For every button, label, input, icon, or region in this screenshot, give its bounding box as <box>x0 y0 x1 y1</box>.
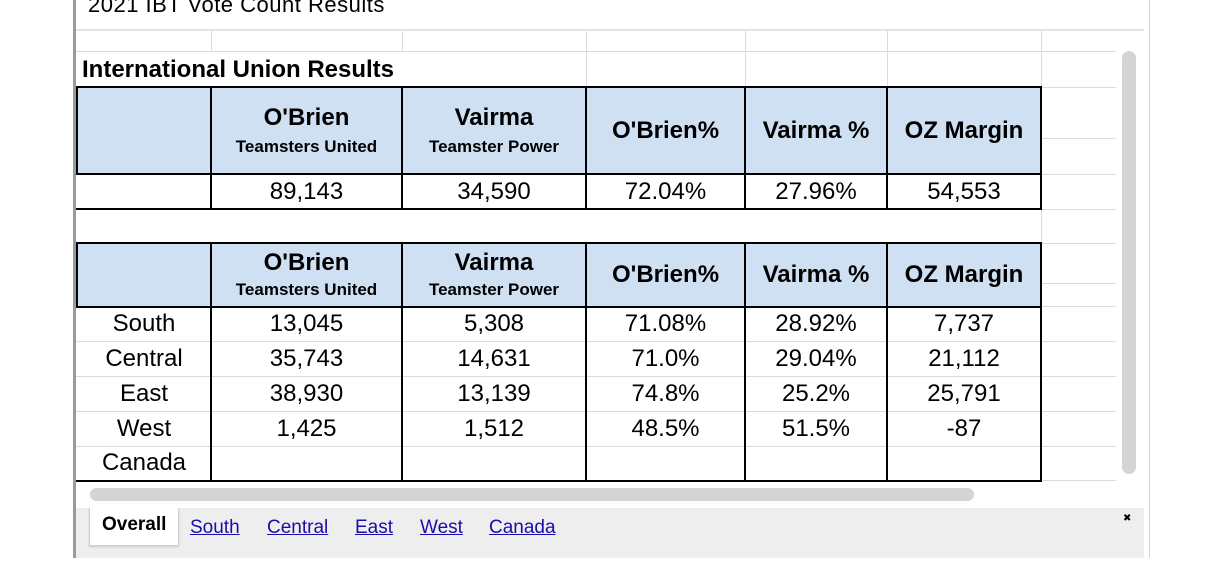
header-obrien-pct-cell[interactable]: O'Brien% <box>585 86 746 175</box>
totals-obrien-pct-cell[interactable]: 72.04% <box>585 173 746 210</box>
tab-canada[interactable]: Canada <box>489 517 556 538</box>
gridline <box>1041 306 1116 307</box>
totals-margin-cell[interactable]: 54,553 <box>886 173 1042 210</box>
gridline <box>745 31 746 87</box>
region-vairma-cell[interactable]: 14,631 <box>401 341 587 377</box>
tab-west[interactable]: West <box>420 517 463 538</box>
region-name-cell[interactable]: Central <box>105 345 183 372</box>
region-obrien-pct-cell[interactable]: 71.0% <box>585 341 746 377</box>
gridline <box>1041 283 1116 284</box>
region-name-cell[interactable]: South <box>112 310 176 337</box>
gridline <box>402 31 403 52</box>
header-label: Vairma % <box>762 261 870 288</box>
header-blank-cell[interactable] <box>76 242 212 308</box>
region-obrien-cell[interactable]: 38,930 <box>210 376 403 412</box>
tab-east[interactable]: East <box>355 517 394 538</box>
header-label: Vairma % <box>762 116 870 144</box>
region-vairma-pct-cell[interactable]: 25.2% <box>744 376 888 412</box>
header-label: O'Brien% <box>611 116 720 144</box>
slate-name: Teamster Power <box>428 280 560 299</box>
header-obrien-pct-cell[interactable]: O'Brien% <box>585 242 746 308</box>
header-blank-cell[interactable] <box>76 86 212 175</box>
slate-name: Teamsters United <box>235 136 378 156</box>
header-vairma-pct-cell[interactable]: Vairma % <box>744 86 888 175</box>
region-name-cell[interactable]: Canada <box>76 446 212 482</box>
header-label: OZ Margin <box>904 116 1024 144</box>
region-obrien-cell[interactable]: 13,045 <box>210 306 403 342</box>
header-vairma-cell[interactable]: Vairma Teamster Power <box>401 86 587 175</box>
tab-south[interactable]: South <box>190 517 240 538</box>
slate-name: Teamster Power <box>428 136 560 156</box>
region-margin-cell[interactable]: 25,791 <box>886 376 1042 412</box>
region-obrien-cell[interactable]: 35,743 <box>210 341 403 377</box>
region-obrien-pct-cell[interactable]: 71.08% <box>585 306 746 342</box>
gridline <box>586 31 587 87</box>
region-vairma-pct-cell[interactable]: 29.04% <box>744 341 888 377</box>
slate-name: Teamsters United <box>235 280 378 299</box>
candidate-name: O'Brien <box>263 249 350 276</box>
gridline <box>1041 138 1116 139</box>
region-vairma-pct-cell[interactable]: 28.92% <box>744 306 888 342</box>
sheet-title: 2021 IBT Vote Count Results <box>88 0 385 17</box>
candidate-name: Vairma <box>454 249 534 276</box>
region-name-cell[interactable]: East <box>119 380 169 407</box>
region-obrien-pct-cell[interactable]: 48.5% <box>585 411 746 447</box>
region-vairma-pct-cell[interactable]: 51.5% <box>744 411 888 447</box>
header-label: OZ Margin <box>904 261 1024 288</box>
header-margin-cell[interactable]: OZ Margin <box>886 86 1042 175</box>
region-vairma-cell[interactable] <box>401 446 587 482</box>
gridline <box>76 446 1116 447</box>
region-margin-cell[interactable] <box>886 446 1042 482</box>
candidate-name: Vairma <box>454 103 534 131</box>
region-obrien-pct-cell[interactable]: 74.8% <box>585 376 746 412</box>
tab-overall[interactable]: Overall <box>89 508 180 546</box>
region-vairma-cell[interactable]: 5,308 <box>401 306 587 342</box>
spreadsheet-grid: International Union Results O'Brien Team… <box>76 31 1116 483</box>
header-obrien-cell[interactable]: O'Brien Teamsters United <box>210 86 403 175</box>
region-margin-cell[interactable]: -87 <box>886 411 1042 447</box>
region-margin-cell[interactable]: 7,737 <box>886 306 1042 342</box>
header-label: O'Brien% <box>611 261 720 288</box>
gridline <box>76 51 1116 52</box>
gridline <box>1041 174 1116 175</box>
totals-obrien-cell[interactable]: 89,143 <box>210 173 403 210</box>
totals-vairma-cell[interactable]: 34,590 <box>401 173 587 210</box>
candidate-name: O'Brien <box>263 103 350 131</box>
gridline <box>211 31 212 52</box>
header-vairma-pct-cell[interactable]: Vairma % <box>744 242 888 308</box>
sheet-tab-bar: Overall South Central East West Canada <box>76 508 1144 558</box>
region-vairma-pct-cell[interactable] <box>744 446 888 482</box>
title-divider <box>76 29 1144 31</box>
totals-label-cell[interactable] <box>76 173 212 210</box>
region-obrien-cell[interactable]: 1,425 <box>210 411 403 447</box>
region-name-cell[interactable]: West <box>116 415 172 442</box>
header-vairma-cell[interactable]: Vairma Teamster Power <box>401 242 587 308</box>
horizontal-scrollbar[interactable] <box>90 488 974 501</box>
gridline <box>76 376 1116 377</box>
gridline <box>887 31 888 87</box>
close-icon[interactable]: ✖ <box>1123 513 1132 524</box>
header-margin-cell[interactable]: OZ Margin <box>886 242 1042 308</box>
gridline <box>76 411 1116 412</box>
section-title: International Union Results <box>82 56 395 83</box>
region-margin-cell[interactable]: 21,112 <box>886 341 1042 377</box>
vertical-scrollbar[interactable] <box>1122 51 1136 474</box>
gridline <box>76 341 1116 342</box>
region-obrien-cell[interactable] <box>210 446 403 482</box>
region-vairma-cell[interactable]: 1,512 <box>401 411 587 447</box>
region-vairma-cell[interactable]: 13,139 <box>401 376 587 412</box>
header-obrien-cell[interactable]: O'Brien Teamsters United <box>210 242 403 308</box>
region-obrien-pct-cell[interactable] <box>585 446 746 482</box>
totals-vairma-pct-cell[interactable]: 27.96% <box>744 173 888 210</box>
tab-central[interactable]: Central <box>267 517 329 538</box>
